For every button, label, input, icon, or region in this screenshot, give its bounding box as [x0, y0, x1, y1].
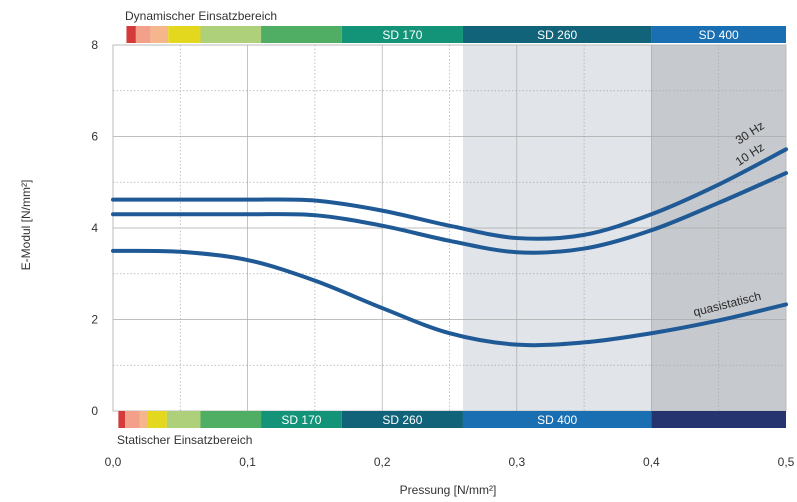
bottom-band-segment-label: SD 260	[382, 413, 422, 427]
grid	[113, 45, 786, 411]
bottom-band-segment-8	[462, 411, 652, 428]
top-band-segment-2	[150, 26, 169, 43]
series-line-quasistatisch	[111, 248, 788, 348]
bottom-band-segment-label: SD 400	[537, 413, 577, 427]
bottom-band-segment-2	[139, 411, 148, 428]
top-band-segment-3	[168, 26, 201, 43]
y-tick-labels: 0 2 4 6 8	[91, 38, 98, 418]
bottom-band-segment-5	[200, 411, 262, 428]
top-band-segment-7	[462, 26, 652, 43]
top-band-label: Dynamischer Einsatzbereich	[125, 9, 277, 23]
top-band-segment-label: SD 260	[537, 28, 577, 42]
y-tick-label: 4	[91, 221, 98, 235]
y-axis-label: E-Modul [N/mm²]	[19, 180, 33, 271]
x-axis-label: Pressung [N/mm²]	[400, 483, 497, 497]
x-tick-label: 0,2	[374, 455, 391, 469]
top-band: SD 170 SD 260 SD 400	[126, 26, 786, 43]
y-tick-label: 2	[91, 313, 98, 327]
top-band-segment-label: SD 400	[699, 28, 739, 42]
top-band-segment-label: SD 170	[382, 28, 422, 42]
y-tick-label: 0	[91, 404, 98, 418]
bottom-band-segment-6	[261, 411, 342, 428]
bottom-band-segment-7	[341, 411, 463, 428]
x-tick-label: 0,4	[643, 455, 660, 469]
x-tick-label: 0,1	[239, 455, 256, 469]
bottom-band-segment-9	[651, 411, 786, 428]
bottom-band-segment-label: SD 170	[281, 413, 321, 427]
top-band-segment-4	[200, 26, 262, 43]
y-tick-label: 8	[91, 38, 98, 52]
top-band-segment-1	[135, 26, 151, 43]
top-band-segment-6	[341, 26, 463, 43]
bottom-band-segment-1	[125, 411, 140, 428]
bottom-band-segment-0	[118, 411, 126, 428]
x-tick-labels: 0,0 0,1 0,2 0,3 0,4 0,5	[105, 455, 795, 469]
x-tick-label: 0,5	[778, 455, 795, 469]
bottom-band-label: Statischer Einsatzbereich	[117, 433, 252, 447]
x-tick-label: 0,3	[508, 455, 525, 469]
bottom-band-segment-3	[147, 411, 167, 428]
bottom-band-segment-4	[166, 411, 201, 428]
bottom-band: SD 170 SD 260 SD 400	[118, 411, 786, 428]
top-band-segment-8	[651, 26, 786, 43]
top-band-segment-5	[261, 26, 342, 43]
series-line-30-hz	[111, 147, 788, 241]
x-tick-label: 0,0	[105, 455, 122, 469]
y-tick-label: 6	[91, 130, 98, 144]
series-line-10-hz	[111, 171, 788, 255]
series-group	[111, 147, 788, 348]
top-band-segment-0	[126, 26, 136, 43]
